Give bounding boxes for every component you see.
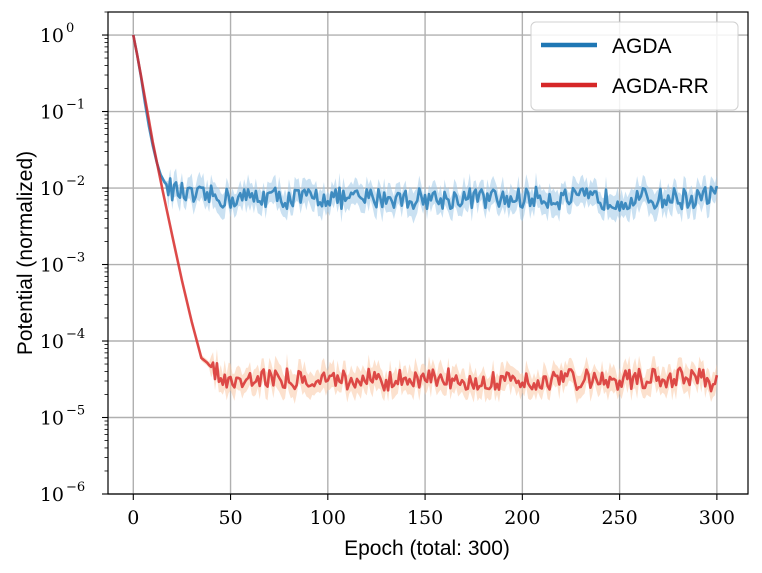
svg-text:−6: −6 [66, 480, 85, 495]
y-axis-label: Potential (normalized) [14, 151, 37, 355]
svg-text:10: 10 [40, 255, 64, 277]
y-tick-label: 10 −2 [40, 174, 85, 200]
svg-text:0: 0 [66, 21, 74, 36]
x-axis-label: Epoch (total: 300) [344, 537, 510, 560]
x-tick-label: 150 [407, 507, 443, 529]
x-tick-label: 200 [504, 507, 540, 529]
confidence-bands [133, 31, 717, 404]
svg-text:−2: −2 [66, 174, 85, 189]
y-tick-label: 10 0 [40, 21, 74, 47]
legend: AGDA AGDA-RR [530, 21, 739, 111]
series-band-agda-rr [133, 31, 717, 404]
x-tick-label: 100 [310, 507, 346, 529]
svg-text:10: 10 [40, 178, 64, 200]
svg-text:−1: −1 [66, 98, 85, 113]
svg-text:10: 10 [40, 484, 64, 506]
svg-text:−4: −4 [66, 327, 85, 342]
x-axis-ticks: 0 50 100 150 200 250 300 [127, 494, 735, 529]
x-tick-label: 250 [601, 507, 637, 529]
svg-text:−3: −3 [66, 251, 85, 266]
y-tick-label: 10 −6 [40, 480, 85, 506]
x-tick-label: 50 [218, 507, 242, 529]
svg-text:10: 10 [40, 408, 64, 430]
x-tick-label: 0 [127, 507, 139, 529]
y-tick-label: 10 −1 [40, 98, 85, 124]
legend-label: AGDA [612, 35, 672, 58]
svg-text:10: 10 [40, 102, 64, 124]
y-tick-label: 10 −5 [40, 404, 85, 430]
y-tick-label: 10 −4 [40, 327, 85, 353]
series-line-agda [132, 34, 719, 212]
svg-text:−5: −5 [66, 404, 85, 419]
x-tick-label: 300 [699, 507, 735, 529]
plot-frame [107, 11, 749, 495]
series-line-agda-rr [132, 34, 719, 393]
series-band-agda [133, 31, 717, 224]
svg-text:10: 10 [40, 331, 64, 353]
svg-text:10: 10 [40, 25, 64, 47]
legend-label: AGDA-RR [612, 75, 709, 98]
series-lines [132, 34, 719, 393]
y-tick-label: 10 −3 [40, 251, 85, 277]
